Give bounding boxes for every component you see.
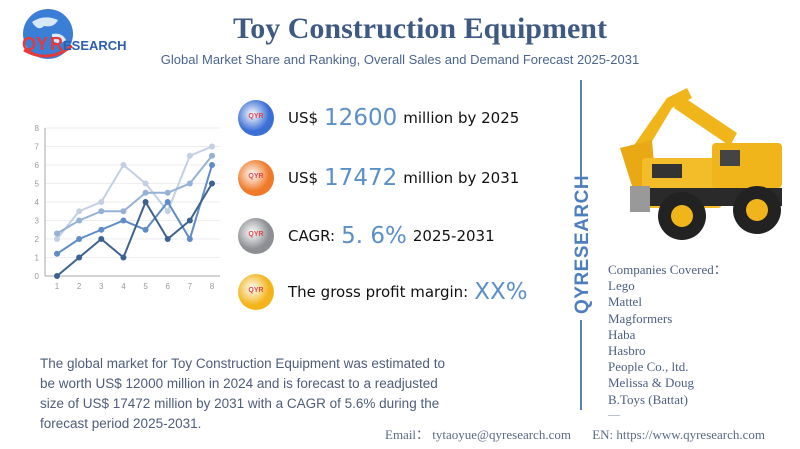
data-point bbox=[76, 217, 83, 224]
data-point bbox=[54, 236, 60, 242]
series-line-series-3 bbox=[56, 164, 213, 255]
data-point bbox=[209, 143, 215, 150]
footer: Email： tytaoyue@qyresearch.com EN: https… bbox=[385, 424, 783, 443]
stat-gross-margin: QYR The gross profit margin: XX% bbox=[238, 272, 534, 312]
companies-list: Companies Covered： Lego Mattel Magformer… bbox=[608, 262, 727, 420]
data-point bbox=[120, 208, 127, 215]
stat-market-2025: QYR US$ 12600 million by 2025 bbox=[238, 98, 519, 138]
company-item: Lego bbox=[608, 278, 635, 294]
data-point bbox=[54, 273, 60, 279]
data-point bbox=[142, 189, 149, 196]
y-tick-label: 4 bbox=[35, 198, 40, 207]
x-tick-label: 1 bbox=[55, 282, 60, 291]
company-item: Melissa & Doug bbox=[608, 375, 694, 391]
company-item: Haba bbox=[608, 326, 636, 342]
y-tick-label: 3 bbox=[35, 217, 40, 226]
stat-market-2031: QYR US$ 17472 million by 2031 bbox=[238, 158, 519, 198]
data-point bbox=[164, 189, 171, 196]
data-point bbox=[120, 217, 127, 224]
y-tick-label: 0 bbox=[35, 272, 40, 281]
logo-rest: ESEARCH bbox=[63, 38, 127, 53]
divider bbox=[580, 320, 582, 410]
stat-cagr: QYR CAGR: 5. 6% 2025-2031 bbox=[238, 216, 495, 256]
page-subtitle: Global Market Share and Ranking, Overall… bbox=[160, 52, 640, 67]
stat-suffix: 2025-2031 bbox=[412, 227, 495, 245]
x-tick-label: 4 bbox=[121, 282, 126, 291]
stat-suffix: million by 2031 bbox=[403, 169, 520, 187]
data-point bbox=[164, 199, 171, 205]
data-point bbox=[54, 230, 60, 237]
data-point bbox=[209, 152, 215, 159]
data-point bbox=[142, 226, 149, 233]
stat-value: XX% bbox=[474, 279, 528, 305]
logo-qy: QY bbox=[22, 34, 48, 54]
data-point bbox=[142, 199, 149, 205]
stat-prefix: US$ bbox=[288, 169, 319, 187]
y-tick-label: 5 bbox=[35, 180, 40, 189]
stat-prefix: CAGR: bbox=[288, 227, 336, 245]
globe-icon: QYR bbox=[238, 218, 274, 254]
data-point bbox=[164, 236, 171, 242]
stat-value: 5. 6% bbox=[341, 223, 407, 249]
x-tick-label: 7 bbox=[188, 282, 193, 291]
companies-heading: Companies Covered： bbox=[608, 262, 727, 277]
x-tick-label: 8 bbox=[210, 282, 215, 291]
stat-value: 17472 bbox=[324, 165, 398, 191]
company-item: Magformers bbox=[608, 310, 673, 326]
data-point bbox=[98, 208, 105, 215]
globe-icon: QYR bbox=[238, 160, 274, 196]
data-point bbox=[142, 180, 149, 187]
company-item: Hasbro bbox=[608, 343, 646, 359]
page-title: Toy Construction Equipment bbox=[233, 12, 607, 45]
x-tick-label: 3 bbox=[99, 282, 104, 291]
data-point bbox=[76, 236, 83, 242]
data-point bbox=[76, 254, 83, 261]
data-point bbox=[186, 152, 193, 159]
data-point bbox=[186, 180, 193, 187]
y-tick-label: 2 bbox=[35, 235, 40, 244]
data-point bbox=[54, 250, 60, 257]
stat-prefix: US$ bbox=[288, 109, 319, 127]
data-point bbox=[98, 236, 105, 242]
qyresearch-logo: QY R ESEARCH bbox=[14, 6, 154, 68]
footer-website[interactable]: EN: https://www.qyresearch.com bbox=[592, 427, 766, 442]
x-tick-label: 5 bbox=[143, 282, 148, 291]
company-item: B.Toys (Battat) bbox=[608, 391, 688, 407]
stat-value: 12600 bbox=[324, 105, 398, 131]
logo-r: R bbox=[50, 34, 63, 54]
divider bbox=[580, 80, 582, 180]
data-point bbox=[120, 162, 127, 168]
toy-excavator-image bbox=[612, 78, 792, 248]
chart-svg: 0 1 2 3 4 5 6 7 8 1 2 3 4 5 6 7 8 bbox=[35, 124, 220, 291]
globe-icon: QYR bbox=[238, 274, 274, 310]
company-item: ...... bbox=[608, 408, 620, 418]
data-point bbox=[120, 254, 127, 261]
y-tick-label: 6 bbox=[35, 161, 40, 170]
footer-email[interactable]: Email： tytaoyue@qyresearch.com bbox=[385, 427, 571, 442]
market-description: The global market for Toy Construction E… bbox=[40, 356, 445, 431]
series-line-series-1 bbox=[56, 145, 213, 240]
stat-prefix: The gross profit margin: bbox=[288, 283, 469, 301]
data-point bbox=[164, 208, 171, 215]
y-tick-label: 8 bbox=[35, 124, 40, 133]
data-point bbox=[98, 226, 105, 233]
series-line-series-2 bbox=[56, 155, 213, 235]
data-point bbox=[76, 208, 83, 215]
company-item: Mattel bbox=[608, 294, 642, 310]
data-point bbox=[209, 162, 215, 168]
x-tick-label: 6 bbox=[165, 282, 170, 291]
series-line-series-4 bbox=[56, 182, 213, 277]
data-point bbox=[209, 180, 215, 187]
globe-icon: QYR bbox=[238, 100, 274, 136]
y-tick-label: 1 bbox=[35, 254, 40, 263]
x-tick-label: 2 bbox=[77, 282, 82, 291]
line-chart: 0 1 2 3 4 5 6 7 8 1 2 3 4 5 6 7 8 bbox=[20, 118, 230, 298]
company-item: People Co., ltd. bbox=[608, 359, 689, 375]
data-point bbox=[186, 217, 193, 224]
data-point bbox=[186, 236, 193, 242]
stat-suffix: million by 2025 bbox=[403, 109, 520, 127]
data-point bbox=[98, 199, 105, 205]
y-tick-label: 7 bbox=[35, 143, 40, 152]
